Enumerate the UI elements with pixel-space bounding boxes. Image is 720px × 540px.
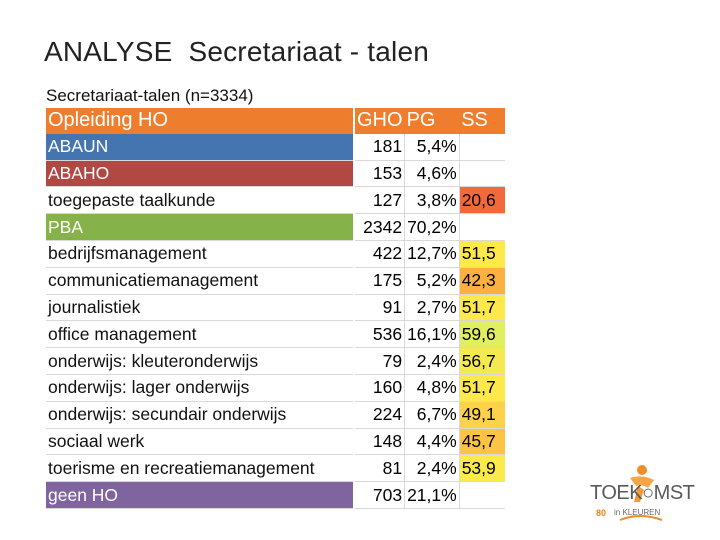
- row-gho: 81: [353, 454, 406, 483]
- row-gho: 2342: [353, 213, 406, 241]
- row-gho: 422: [353, 240, 406, 268]
- row-opleiding: geen HO: [46, 481, 354, 509]
- table-row: ABAUN 181 5,4%: [46, 133, 506, 161]
- row-pg: 2,7%: [404, 294, 460, 322]
- row-ss: [459, 133, 506, 161]
- row-opleiding: journalistiek: [46, 294, 354, 322]
- row-pg: 2,4%: [404, 454, 460, 483]
- row-ss: 56,7: [459, 347, 506, 375]
- toekomst-logo: TOEK○MST 80 in KLEUREN: [590, 460, 695, 526]
- row-ss: [459, 481, 506, 509]
- data-table-panel: Secretariaat-talen (n=3334) Opleiding HO…: [44, 82, 510, 516]
- row-ss: 51,7: [459, 374, 506, 402]
- table-row: onderwijs: lager onderwijs 160 4,8% 51,7: [46, 374, 506, 402]
- row-opleiding: onderwijs: secundair onderwijs: [46, 401, 354, 429]
- row-gho: 160: [353, 374, 406, 402]
- table-row: PBA 2342 70,2%: [46, 213, 506, 241]
- row-pg: 16,1%: [404, 320, 460, 349]
- header-opleiding: Opleiding HO: [46, 108, 354, 134]
- row-ss: 51,5: [459, 240, 506, 268]
- row-opleiding: onderwijs: kleuteronderwijs: [46, 347, 354, 375]
- row-pg: 5,2%: [404, 267, 460, 295]
- row-pg: 70,2%: [404, 213, 460, 241]
- row-ss: 51,7: [459, 294, 506, 322]
- row-gho: 91: [353, 294, 406, 322]
- table-caption: Secretariaat-talen (n=3334): [46, 86, 254, 105]
- table-header-row: Opleiding HO GHO PG SS: [46, 108, 506, 134]
- row-opleiding: toegepaste taalkunde: [46, 186, 354, 215]
- row-opleiding: ABAUN: [46, 133, 354, 161]
- row-opleiding: office management: [46, 320, 354, 349]
- row-pg: 5,4%: [404, 133, 460, 161]
- row-pg: 2,4%: [404, 347, 460, 375]
- row-opleiding: toerisme en recreatiemanagement: [46, 454, 354, 483]
- table-body: ABAUN 181 5,4% ABAHO 153 4,6% toegepaste taalk…: [46, 133, 506, 509]
- row-pg: 6,7%: [404, 401, 460, 429]
- table-row: onderwijs: secundair onderwijs 224 6,7% 49,…: [46, 401, 506, 429]
- row-gho: 79: [353, 347, 406, 375]
- table-row: office management 536 16,1% 59,6: [46, 320, 506, 349]
- logo-number: 80: [596, 508, 607, 518]
- row-opleiding: ABAHO: [46, 160, 354, 188]
- row-ss: [459, 213, 506, 241]
- logo-figure-icon: [619, 465, 663, 521]
- row-opleiding: communicatiemanagement: [46, 267, 354, 295]
- table-row: sociaal werk 148 4,4% 45,7: [46, 428, 506, 456]
- logo-wordmark: TOEK○MST: [590, 482, 695, 504]
- header-pg: PG: [404, 108, 460, 134]
- row-pg: 4,8%: [404, 374, 460, 402]
- row-opleiding: bedrijfsmanagement: [46, 240, 354, 268]
- header-gho: GHO: [353, 108, 405, 134]
- header-ss: SS: [459, 108, 506, 134]
- logo-subtitle: in KLEUREN: [614, 508, 661, 517]
- row-ss: 53,9: [459, 454, 506, 483]
- table-row: toegepaste taalkunde 127 3,8% 20,6: [46, 186, 506, 215]
- row-gho: 127: [353, 186, 406, 215]
- table-row: communicatiemanagement 175 5,2% 42,3: [46, 267, 506, 295]
- row-ss: 59,6: [459, 320, 506, 349]
- row-gho: 224: [353, 401, 406, 429]
- row-pg: 21,1%: [404, 481, 460, 509]
- row-gho: 703: [353, 481, 406, 509]
- row-ss: 20,6: [459, 186, 506, 215]
- row-opleiding: sociaal werk: [46, 428, 354, 456]
- row-pg: 4,6%: [404, 160, 460, 188]
- table-row: journalistiek 91 2,7% 51,7: [46, 294, 506, 322]
- slide-title: ANALYSE Secretariaat - talen: [44, 36, 430, 67]
- row-opleiding: PBA: [46, 213, 354, 241]
- row-gho: 181: [353, 133, 406, 161]
- table-row: geen HO 703 21,1%: [46, 481, 506, 509]
- table-row: toerisme en recreatiemanagement 81 2,4% 53,…: [46, 454, 506, 483]
- row-pg: 4,4%: [404, 428, 460, 456]
- table-row: bedrijfsmanagement 422 12,7% 51,5: [46, 240, 506, 268]
- table-row: onderwijs: kleuteronderwijs 79 2,4% 56,7: [46, 347, 506, 375]
- row-ss: 45,7: [459, 428, 506, 456]
- row-opleiding: onderwijs: lager onderwijs: [46, 374, 354, 402]
- row-ss: 49,1: [459, 401, 506, 429]
- row-ss: [459, 160, 506, 188]
- row-gho: 148: [353, 428, 406, 456]
- analysis-table: Opleiding HO GHO PG SS ABAUN 181 5,4% ABAHO…: [46, 108, 506, 509]
- row-gho: 153: [353, 160, 406, 188]
- row-gho: 536: [353, 320, 406, 349]
- row-gho: 175: [353, 267, 406, 295]
- row-pg: 3,8%: [404, 186, 460, 215]
- row-pg: 12,7%: [404, 240, 460, 268]
- table-row: ABAHO 153 4,6%: [46, 160, 506, 188]
- row-ss: 42,3: [459, 267, 506, 295]
